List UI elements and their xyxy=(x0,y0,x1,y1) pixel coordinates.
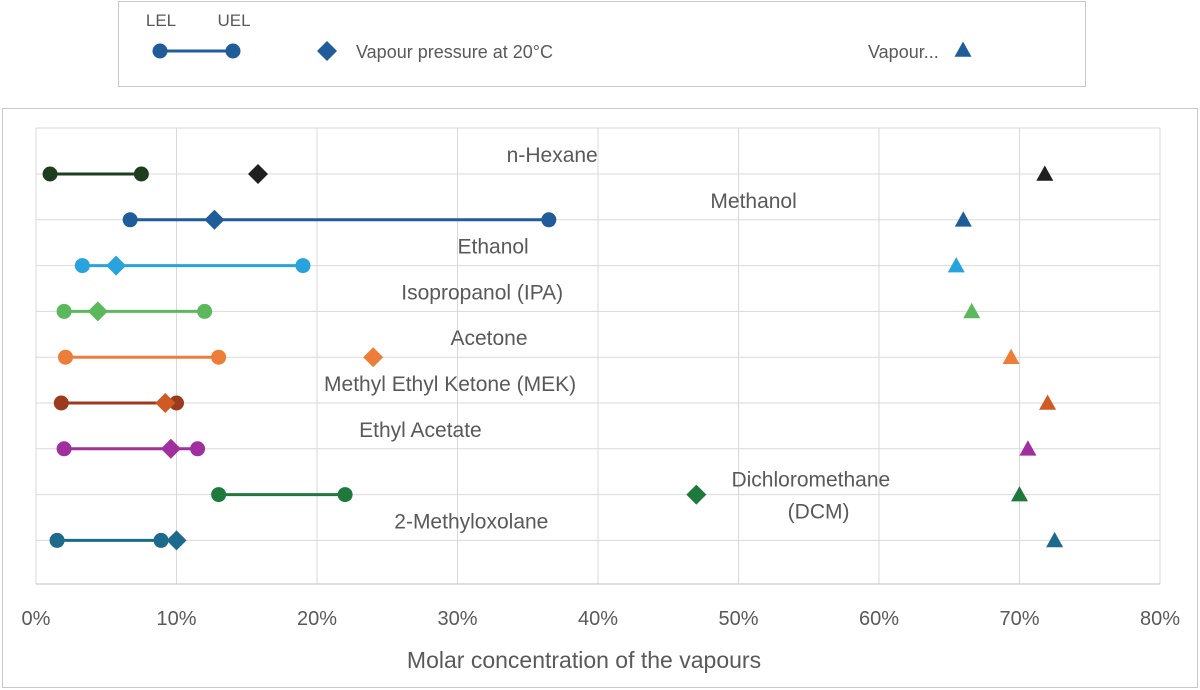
series-methyl-ethyl-ketone-mek xyxy=(53,393,1057,413)
lel-point xyxy=(211,487,227,503)
legend-diamond-marker xyxy=(317,41,337,61)
series-ethanol xyxy=(74,255,965,276)
uel-point xyxy=(337,487,353,503)
uel-point xyxy=(211,349,227,365)
uel-point xyxy=(197,303,213,319)
plot-frame xyxy=(2,108,1198,688)
series-acetone xyxy=(58,347,1020,368)
vapour-point xyxy=(1011,486,1028,502)
uel-point xyxy=(541,212,557,228)
lel-point xyxy=(56,441,72,457)
vapour-point xyxy=(947,257,965,273)
lel-point xyxy=(42,166,58,182)
vapour-pressure-point xyxy=(247,164,268,184)
series-2-methyloxolane xyxy=(49,530,1064,551)
lel-point xyxy=(56,303,72,319)
vapour-point xyxy=(1039,394,1057,410)
lel-point xyxy=(122,212,138,228)
x-tick-label: 10% xyxy=(156,608,196,630)
uel-point xyxy=(169,395,184,411)
x-tick-label: 20% xyxy=(297,608,337,630)
series-methanol xyxy=(122,209,972,230)
series-ethyl-acetate xyxy=(56,438,1037,459)
annotation-acetone: Acetone xyxy=(450,327,527,350)
vapour-pressure-point xyxy=(155,393,176,413)
vapour-pressure-point xyxy=(204,209,225,230)
legend-box xyxy=(118,1,1086,87)
series-layer xyxy=(42,164,1064,551)
x-tick-label: 80% xyxy=(1140,608,1180,630)
vapour-point xyxy=(1036,165,1054,181)
annotation-n-hexane: n-Hexane xyxy=(507,144,598,167)
legend: LEL UEL Vapour pressure at 20°C Vapour... xyxy=(146,11,972,62)
uel-point xyxy=(295,258,311,274)
vapour-pressure-point xyxy=(363,347,384,368)
annotation-methyl-ethyl-ketone-mek: Methyl Ethyl Ketone (MEK) xyxy=(324,373,576,396)
vapour-pressure-point xyxy=(87,301,108,322)
legend-label-vapour: Vapour... xyxy=(868,42,939,62)
x-tick-label: 40% xyxy=(578,608,618,630)
legend-lel-marker xyxy=(152,43,168,59)
vapour-point xyxy=(1046,531,1064,548)
annotation-methanol: Methanol xyxy=(710,190,796,213)
x-axis-title: Molar concentration of the vapours xyxy=(407,647,761,673)
series-dichloromethane-dcm xyxy=(211,484,1028,505)
annotation-isopropanol-ipa: Isopropanol (IPA) xyxy=(401,281,563,304)
vapour-point xyxy=(954,211,972,227)
legend-label-lel: LEL xyxy=(146,11,176,30)
uel-point xyxy=(153,532,169,548)
legend-uel-marker xyxy=(225,43,241,59)
vapour-point xyxy=(963,302,981,319)
x-tick-label: 0% xyxy=(22,608,51,630)
lel-point xyxy=(53,395,69,411)
annotation-layer: n-Hexane Methanol Ethanol Isopropanol (IPA)… xyxy=(324,144,890,533)
annotation-dichloromethane: Dichloromethane xyxy=(731,469,890,492)
lel-point xyxy=(49,532,65,548)
annotation-dcm: (DCM) xyxy=(788,501,850,524)
vapour-point xyxy=(1019,440,1037,456)
uel-point xyxy=(133,166,149,182)
lel-point xyxy=(58,349,74,365)
vapour-point xyxy=(1002,348,1020,364)
lel-point xyxy=(74,258,90,274)
x-axis: 0% 10% 20% 30% 40% 50% 60% 70% 80% Molar concentr… xyxy=(22,583,1180,673)
x-tick-label: 50% xyxy=(718,608,758,630)
legend-label-uel: UEL xyxy=(217,11,250,30)
uel-point xyxy=(190,441,206,457)
annotation-ethanol: Ethanol xyxy=(458,236,529,259)
vapour-pressure-point xyxy=(166,530,187,551)
annotation-2-methyloxolane: 2-Methyloxolane xyxy=(394,510,548,533)
series-n-hexane xyxy=(42,164,1054,184)
series-isopropanol-ipa xyxy=(56,301,981,322)
legend-label-vapour-pressure: Vapour pressure at 20°C xyxy=(356,42,553,62)
x-tick-label: 70% xyxy=(999,608,1039,630)
x-tick-label: 30% xyxy=(437,608,477,630)
annotation-ethyl-acetate: Ethyl Acetate xyxy=(359,419,482,442)
vapour-pressure-point xyxy=(160,438,181,459)
vapour-pressure-point xyxy=(686,484,707,505)
x-tick-label: 60% xyxy=(859,608,899,630)
legend-triangle-marker xyxy=(954,41,972,57)
vapour-pressure-point xyxy=(106,255,127,276)
